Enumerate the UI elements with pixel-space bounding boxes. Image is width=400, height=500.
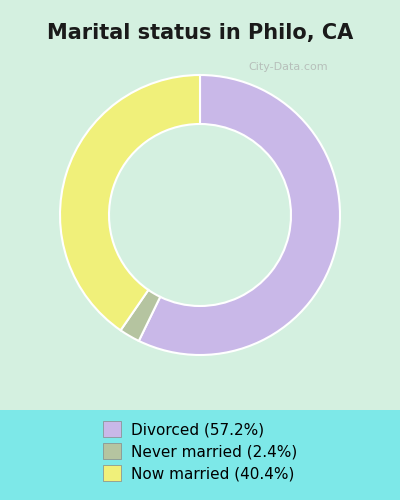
Wedge shape — [120, 290, 160, 341]
FancyBboxPatch shape — [0, 0, 400, 410]
Wedge shape — [139, 75, 340, 355]
Text: City-Data.com: City-Data.com — [248, 62, 328, 72]
Legend: Divorced (57.2%), Never married (2.4%), Now married (40.4%): Divorced (57.2%), Never married (2.4%), … — [97, 415, 303, 488]
Wedge shape — [60, 75, 200, 330]
Text: Marital status in Philo, CA: Marital status in Philo, CA — [47, 22, 353, 42]
